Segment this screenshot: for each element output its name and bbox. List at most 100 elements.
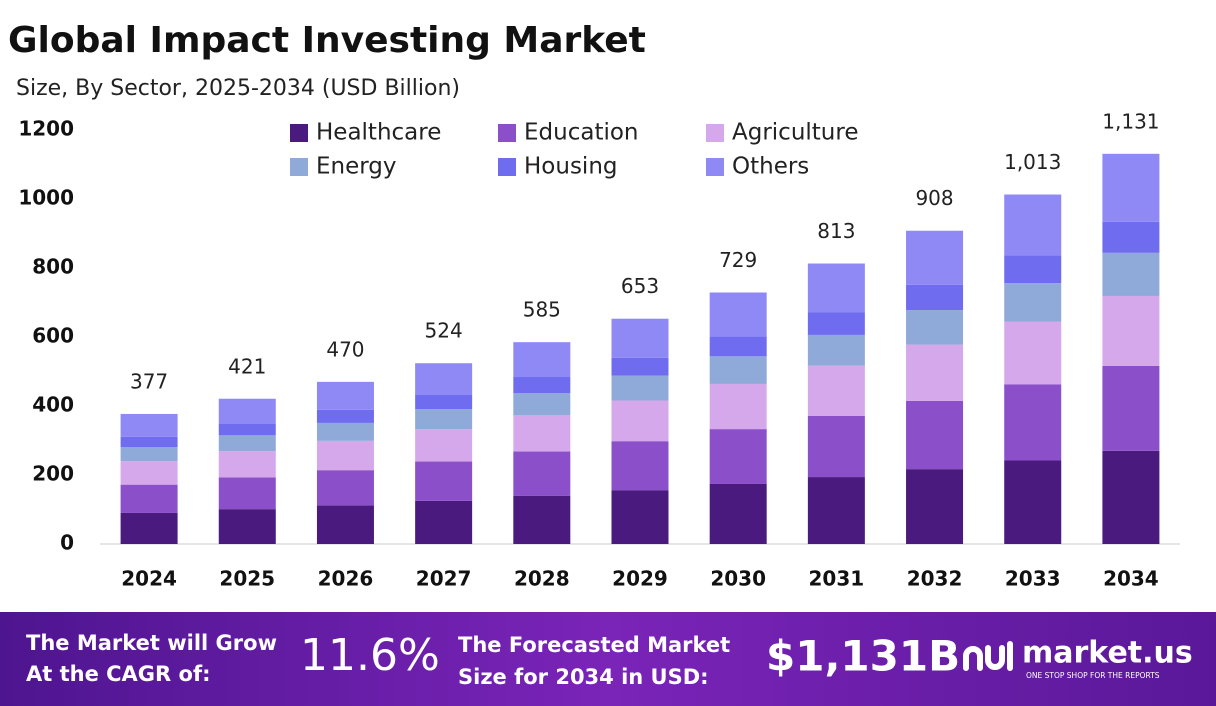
bar-segment: [1004, 460, 1062, 544]
bar-segment: [807, 312, 865, 335]
y-tick-label: 1000: [18, 186, 74, 210]
bar-segment: [316, 440, 374, 471]
bar-segment: [906, 284, 964, 311]
legend-label: Agriculture: [732, 120, 859, 146]
cagr-value: 11.6%: [300, 630, 440, 681]
x-tick-label: 2027: [416, 567, 472, 591]
bar-segment: [415, 500, 473, 544]
bar-segment: [1102, 252, 1160, 296]
bar-segment: [709, 383, 767, 430]
bar-segment: [1102, 450, 1160, 544]
bar-segment: [218, 398, 276, 424]
bar-segment: [709, 292, 767, 337]
x-tick-label: 2029: [612, 567, 668, 591]
total-label: 470: [326, 337, 364, 361]
brand-logo: [963, 641, 1013, 671]
footer-text: The Forecasted Market: [458, 633, 730, 657]
forecast-value: $1,131B: [766, 632, 960, 681]
y-tick-label: 1200: [18, 117, 74, 141]
brand-name: market.us: [1022, 636, 1193, 671]
footer-text: Size for 2034 in USD:: [458, 665, 709, 689]
legend-swatch: [706, 158, 724, 176]
legend-swatch: [290, 124, 308, 142]
y-tick-label: 800: [32, 255, 74, 279]
total-label: 729: [719, 248, 757, 272]
bar-segment: [218, 509, 276, 544]
bar-segment: [1004, 255, 1062, 284]
bar-segment: [709, 483, 767, 544]
bar-segment: [415, 409, 473, 430]
logo-stroke: [963, 646, 983, 671]
total-label: 421: [228, 354, 266, 378]
bar-segment: [611, 441, 669, 491]
bar-segment: [513, 342, 571, 378]
bar-segment: [807, 263, 865, 313]
chart-title: Global Impact Investing Market: [8, 20, 646, 61]
bar-segment: [513, 377, 571, 394]
bar-segment: [513, 393, 571, 416]
y-tick-label: 200: [32, 462, 74, 486]
bar-segment: [218, 451, 276, 478]
bar-segment: [709, 429, 767, 484]
bar-segment: [1004, 194, 1062, 256]
y-tick-label: 0: [60, 531, 74, 555]
bar-segment: [1102, 221, 1160, 253]
total-label: 1,013: [1004, 150, 1061, 174]
total-label: 813: [817, 219, 855, 243]
bar-segment: [611, 375, 669, 401]
bar-segment: [1004, 283, 1062, 322]
bar-segment: [906, 400, 964, 470]
y-tick-label: 600: [32, 324, 74, 348]
bar-segment: [906, 344, 964, 401]
bar-segment: [120, 413, 178, 437]
bar-segment: [1004, 384, 1062, 461]
bar-segment: [1102, 295, 1160, 366]
bar-segment: [906, 310, 964, 345]
legend-label: Others: [732, 154, 809, 180]
total-label: 1,131: [1102, 109, 1159, 133]
bar-segment: [611, 357, 669, 376]
bar-segment: [218, 423, 276, 436]
bar-segment: [807, 416, 865, 478]
bar-segment: [415, 461, 473, 501]
bar-segment: [316, 470, 374, 506]
legend-swatch: [498, 158, 516, 176]
bar-segment: [807, 365, 865, 417]
bar-segment: [316, 422, 374, 441]
bar-segment: [316, 381, 374, 410]
x-tick-label: 2032: [907, 567, 963, 591]
footer-band: [0, 612, 1216, 706]
logo-stroke: [985, 645, 1005, 670]
total-label: 524: [425, 319, 463, 343]
x-tick-label: 2028: [514, 567, 570, 591]
bar-segment: [709, 356, 767, 384]
bar-segment: [218, 477, 276, 510]
bar-segment: [120, 484, 178, 513]
total-label: 377: [130, 369, 168, 393]
legend-swatch: [498, 124, 516, 142]
brand-tagline: ONE STOP SHOP FOR THE REPORTS: [1026, 671, 1160, 680]
bar-segment: [120, 436, 178, 448]
bar-segment: [611, 400, 669, 442]
bar-segment: [513, 451, 571, 496]
bar-segment: [807, 334, 865, 366]
bar-segment: [415, 363, 473, 395]
bar-segment: [120, 512, 178, 544]
bar-segment: [1102, 365, 1160, 451]
bar-segment: [513, 495, 571, 544]
x-tick-label: 2034: [1103, 567, 1159, 591]
legend-label: Housing: [524, 154, 618, 180]
footer-text: The Market will Grow: [26, 631, 277, 655]
bar-segment: [316, 505, 374, 544]
bar-segment: [120, 461, 178, 485]
bar-segment: [218, 435, 276, 452]
total-label: 653: [621, 274, 659, 298]
bar-segment: [611, 490, 669, 544]
legend-label: Energy: [316, 154, 397, 180]
bar-segment: [513, 415, 571, 452]
y-tick-label: 400: [32, 393, 74, 417]
bar-segment: [1004, 321, 1062, 385]
x-tick-label: 2033: [1005, 567, 1061, 591]
footer-text: At the CAGR of:: [26, 662, 211, 686]
